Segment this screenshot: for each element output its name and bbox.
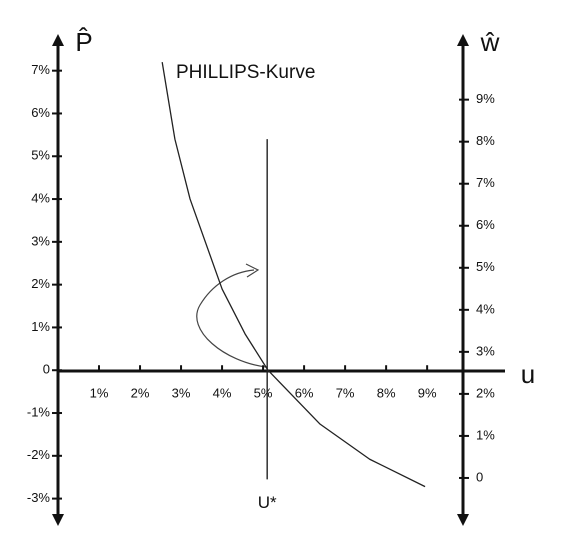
phillips-curve xyxy=(161,62,426,488)
y-tick-label: 6% xyxy=(31,105,50,120)
y2-tick-label: 2% xyxy=(476,385,495,400)
x-tick-label: 2% xyxy=(131,386,150,401)
y-tick-label: -1% xyxy=(27,404,51,419)
y2-tick-label: 7% xyxy=(476,175,495,190)
y-tick-label: 1% xyxy=(31,319,50,334)
y-tick-label: 3% xyxy=(31,233,50,248)
x-tick-label: 3% xyxy=(172,386,191,401)
y2-tick-label: 5% xyxy=(476,259,495,274)
y-tick-label: -2% xyxy=(27,447,51,462)
chart-title: PHILLIPS-Kurve xyxy=(176,62,315,83)
y-tick-label: 2% xyxy=(31,276,50,291)
x-axis-label: u xyxy=(521,359,535,389)
y2-tick-label: 1% xyxy=(476,427,495,442)
x-tick-label: 1% xyxy=(90,386,109,401)
y2-tick-label: 0 xyxy=(476,469,483,484)
y2-tick-label: 6% xyxy=(476,217,495,232)
x-tick-label: 4% xyxy=(213,386,232,401)
reference-label: U* xyxy=(258,493,277,512)
y2-tick-label: 9% xyxy=(476,91,495,106)
y2-tick-label: 8% xyxy=(476,133,495,148)
x-tick-label: 5% xyxy=(254,386,273,401)
x-tick-label: 6% xyxy=(295,386,314,401)
y-tick-label: 7% xyxy=(31,62,50,77)
shift-arrow xyxy=(196,269,267,368)
x-tick-label: 8% xyxy=(377,386,396,401)
y2-tick-label: 3% xyxy=(476,343,495,358)
y-tick-label: 4% xyxy=(31,190,50,205)
y-tick-label: 0 xyxy=(43,362,50,377)
arrow-head xyxy=(245,263,260,278)
x-tick-label: 9% xyxy=(418,386,437,401)
y-tick-label: -3% xyxy=(27,490,51,505)
x-tick-label: 7% xyxy=(336,386,355,401)
y-axis-label: P̂ xyxy=(75,27,92,57)
y2-tick-label: 4% xyxy=(476,301,495,316)
y2-axis-label: ŵ xyxy=(480,27,500,57)
y-tick-label: 5% xyxy=(31,148,50,163)
